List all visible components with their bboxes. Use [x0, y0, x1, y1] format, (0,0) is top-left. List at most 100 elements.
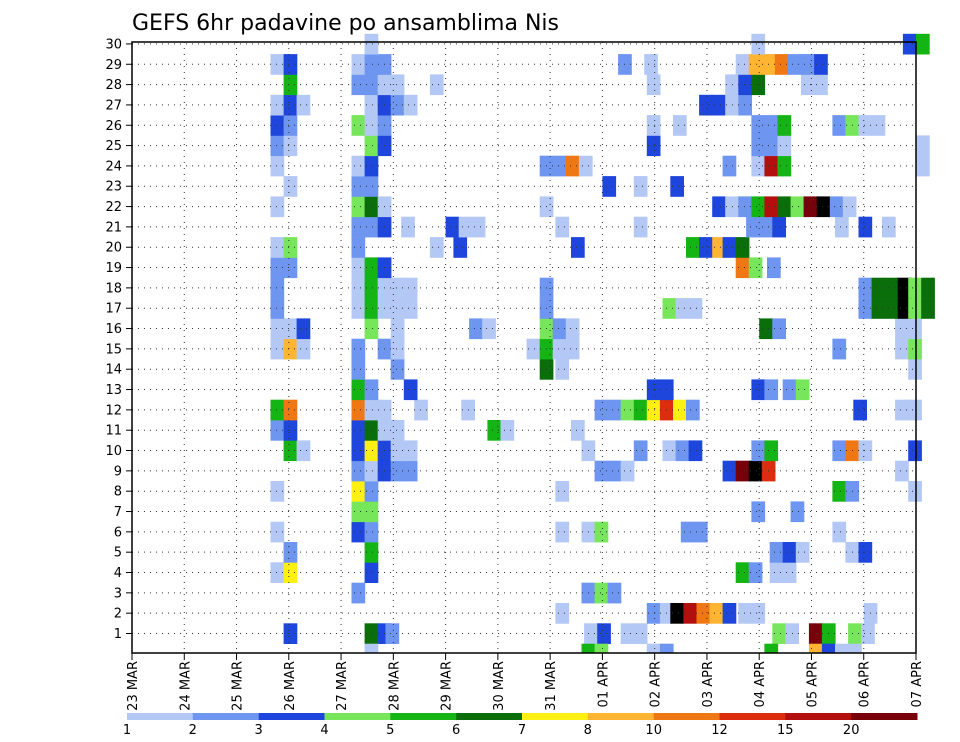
precip-cell	[364, 440, 379, 462]
precip-cell	[552, 155, 567, 177]
precip-cell	[832, 521, 847, 543]
precip-cell	[364, 176, 379, 197]
precip-cell	[555, 359, 570, 380]
precip-cell	[283, 54, 298, 75]
precip-cell	[751, 74, 766, 96]
precip-cell	[735, 237, 750, 258]
precip-cell	[390, 318, 405, 340]
precip-cell	[646, 399, 661, 421]
colorbar-segment	[390, 713, 457, 720]
precip-cell	[774, 54, 789, 75]
precip-cell	[908, 318, 922, 340]
colorbar-segment	[851, 713, 918, 720]
precip-cell	[751, 115, 766, 136]
y-tick-label: 27	[105, 98, 122, 113]
precip-cell	[270, 277, 285, 299]
precip-cell	[283, 115, 298, 136]
precip-cell	[759, 216, 773, 238]
precip-cell	[597, 623, 611, 644]
precip-cell	[403, 440, 418, 462]
precip-cell	[429, 237, 444, 258]
precip-cell	[895, 460, 909, 482]
precip-cell	[270, 257, 285, 279]
precip-cell	[458, 216, 473, 238]
precip-cell	[686, 399, 700, 421]
y-tick-label: 15	[105, 342, 122, 357]
x-tick-label: 25 MAR	[231, 661, 246, 711]
x-tick-label: 24 MAR	[178, 661, 193, 711]
x-tick-label: 05 APR	[806, 661, 821, 707]
precip-cell	[772, 216, 786, 238]
precip-cell	[594, 521, 609, 543]
precip-cell	[738, 94, 752, 116]
precip-cell	[364, 318, 379, 340]
precip-cell	[646, 379, 661, 401]
precip-cell	[772, 623, 786, 644]
precip-cell	[688, 298, 703, 319]
precip-cell	[764, 379, 779, 401]
precip-cell	[767, 257, 781, 279]
y-tick-label: 22	[105, 200, 122, 215]
precip-cell	[571, 420, 585, 441]
precip-cell	[364, 135, 379, 157]
y-tick-label: 26	[105, 119, 122, 134]
precip-cell	[795, 542, 810, 563]
precip-cell	[482, 318, 496, 340]
x-tick-label: 03 APR	[701, 661, 716, 707]
precip-cell	[594, 582, 609, 604]
precip-cell	[895, 338, 909, 360]
precip-cell	[816, 196, 831, 218]
precip-cell	[270, 94, 285, 116]
precip-cell	[686, 237, 700, 258]
precip-cell	[858, 542, 873, 563]
precip-cell	[390, 338, 405, 360]
precip-cell	[364, 298, 379, 319]
precip-cell	[270, 155, 285, 177]
precip-cell	[270, 338, 285, 360]
precip-cell	[712, 237, 726, 258]
precip-cell	[738, 603, 752, 624]
precip-cell	[916, 155, 930, 177]
precip-cell	[526, 338, 541, 360]
precip-cell	[270, 521, 285, 543]
precip-cell	[390, 74, 405, 96]
precip-cell	[722, 603, 737, 624]
precip-cell	[790, 501, 805, 523]
precip-cell	[270, 562, 285, 583]
precip-cell	[283, 74, 298, 96]
x-tick-label: 31 MAR	[544, 661, 559, 711]
precip-cell	[814, 74, 828, 96]
precip-cell	[351, 298, 366, 319]
precip-cell	[662, 440, 677, 462]
x-tick-label: 30 MAR	[492, 661, 507, 711]
plot-frame	[131, 41, 917, 654]
precip-cell	[735, 460, 750, 482]
precip-cell	[296, 440, 311, 462]
precip-cell	[364, 277, 379, 299]
precip-cell	[871, 298, 886, 319]
precip-cell	[748, 257, 763, 279]
precip-cell	[801, 74, 815, 96]
precip-cell	[644, 54, 658, 75]
colorbar-segment	[587, 713, 655, 720]
precip-cell	[916, 33, 930, 55]
precip-cell	[764, 643, 779, 653]
colorbar-label: 15	[777, 723, 794, 738]
x-tick-label: 29 MAR	[440, 661, 455, 711]
precip-cell	[594, 643, 609, 653]
x-tick-label: 06 APR	[858, 661, 873, 707]
precip-cell	[670, 603, 684, 624]
y-tick-label: 8	[114, 485, 122, 500]
precip-cell	[565, 155, 580, 177]
colorbar-segment	[522, 713, 589, 720]
precip-cell	[748, 460, 763, 482]
precip-cell	[351, 399, 366, 421]
precip-cell	[390, 460, 405, 482]
precip-cell	[921, 277, 935, 299]
precip-cell	[764, 196, 779, 218]
colorbar-label: 3	[255, 723, 263, 738]
precip-cell	[283, 623, 298, 644]
precip-cell	[390, 359, 405, 380]
precip-cell	[688, 440, 703, 462]
precip-cell	[555, 521, 570, 543]
